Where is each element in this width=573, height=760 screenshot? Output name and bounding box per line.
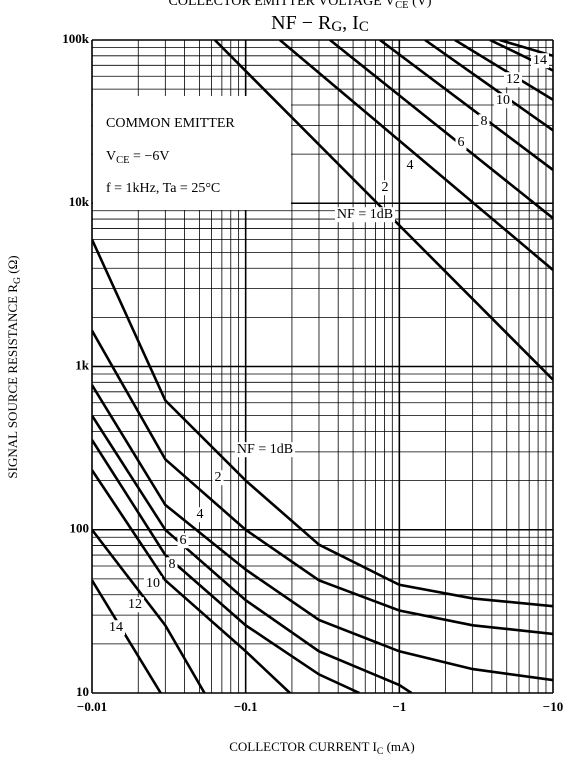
text-part: SIGNAL SOURCE RESISTANCE R [5,284,20,479]
annotation-box [93,96,291,210]
subscript: C [377,746,384,757]
curve-label: 4 [197,507,204,522]
curve [92,414,413,693]
curve [454,40,553,101]
annotation-text: f = 1kHz, Ta = 25°C [106,181,220,196]
text-part: , I [342,12,359,34]
curve-label: NF = 1dB [237,442,293,457]
curve-label: 8 [481,114,488,129]
x-tick-label: −0.1 [234,699,258,714]
text-part: (Ω) [5,255,20,277]
curve [92,329,553,636]
y-tick-label: 100k [62,31,90,46]
curve-label: 12 [506,72,520,87]
subscript: G [331,19,342,35]
curve [92,384,553,682]
curve-label-bg [478,114,490,130]
curve [92,529,206,693]
curve-label: 6 [458,135,465,150]
curve-label-bg [531,53,549,69]
text-part: (V) [409,0,432,9]
curve-label-bg [107,620,125,636]
curve [329,40,553,220]
curve-label-bg [166,557,178,573]
curve-label-bg [504,72,522,88]
curve [92,238,553,608]
curve-label: 14 [533,53,547,68]
curve-label: NF = 1dB [337,207,393,222]
subscript: CE [116,155,129,166]
text-part: (mA) [383,739,414,754]
text-part: COLLECTOR EMITTER VOLTAGE V [169,0,396,9]
curve-label: 14 [109,620,123,635]
curve-label-bg [177,533,189,549]
x-tick-label: −0.01 [77,699,107,714]
x-tick-label: −10 [543,699,563,714]
curve [92,469,291,693]
annotation-text: COMMON EMITTER [106,116,235,131]
y-tick-label: 100 [70,521,90,536]
curve-label: 2 [215,470,222,485]
curve-label-bg [379,180,391,196]
curve [379,40,553,171]
curve-label: 10 [146,576,160,591]
curve-label: 2 [382,180,389,195]
curve-label-bg [144,576,162,592]
x-tick-label: −1 [392,699,406,714]
curve-label: 8 [169,557,176,572]
curve-label-bg [404,158,416,174]
curve-label-bg [126,597,144,613]
x-axis-label: COLLECTOR CURRENT IC (mA) [229,739,415,757]
subscript: G [12,277,23,284]
y-tick-label: 10 [76,684,89,699]
plot-area: −0.01 −0.1 −1 −10 10 100 1k 10k 100k COMMON EMITT… [62,31,563,714]
curve-label-bg [334,207,396,223]
curve-label-bg [194,507,206,523]
curve [499,40,553,58]
annotation-text: VCE = −6V [106,149,169,166]
cut-top-text: COLLECTOR EMITTER VOLTAGE VCE (V) [169,0,432,11]
subscript: C [359,19,369,35]
curve-label-bg [494,93,512,109]
curve [279,40,553,271]
curve-label-bg [212,470,224,486]
curve-label: 4 [407,158,414,173]
text-part: COLLECTOR CURRENT I [229,739,377,754]
curve-label-bg [455,135,467,151]
text-part: = −6V [130,149,170,164]
curve [92,579,162,693]
y-axis-label: SIGNAL SOURCE RESISTANCE RG (Ω) [5,255,23,478]
chart-title: NF − RG, IC [271,12,369,36]
curve-label: 6 [180,533,187,548]
text-part: V [106,149,116,164]
y-tick-label: 10k [69,194,90,209]
curve-label: 12 [128,597,142,612]
y-tick-label: 1k [75,357,90,372]
curve-label-bg [234,442,296,458]
curve [424,40,553,132]
subscript: CE [395,0,408,11]
text-part: NF − R [271,12,332,34]
curve [92,439,360,693]
curve-label: 10 [496,93,510,108]
